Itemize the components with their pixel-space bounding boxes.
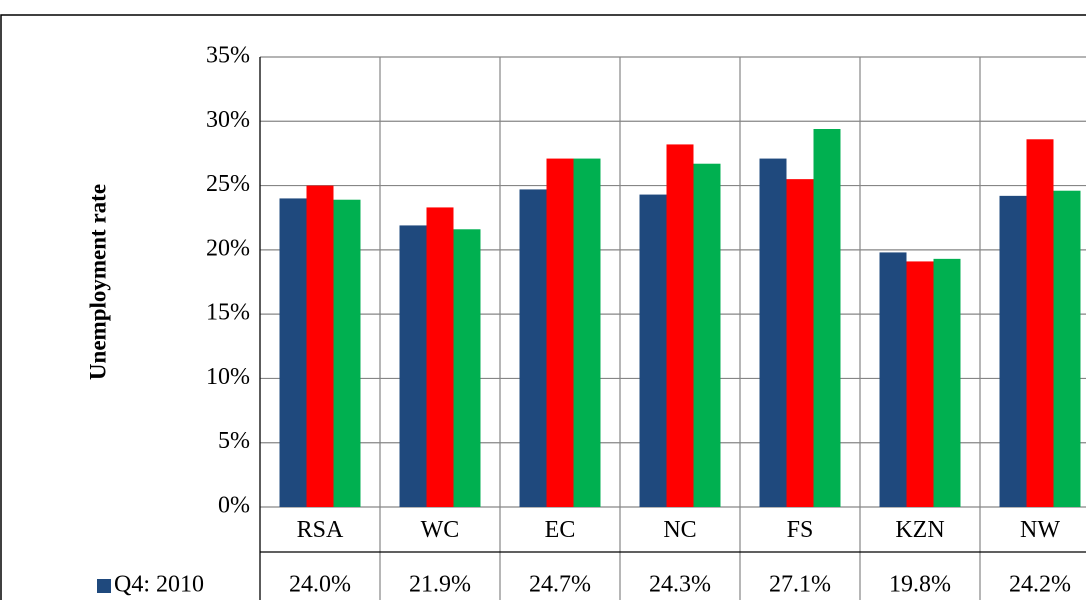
table-value: 27.1% (769, 572, 831, 598)
x-tick-label: FS (787, 517, 814, 543)
bar (399, 225, 427, 507)
bar (453, 229, 481, 508)
y-tick-label: 10% (206, 364, 250, 390)
y-tick-label: 25% (206, 171, 250, 197)
legend-label: Q4: 2010 (114, 572, 204, 598)
bar (639, 194, 667, 508)
bar (999, 195, 1027, 507)
bar (933, 258, 961, 507)
table-value: 24.3% (649, 572, 711, 598)
table-value: 21.9% (409, 572, 471, 598)
bar (333, 199, 361, 507)
x-tick-label: RSA (297, 517, 344, 543)
bar (813, 129, 841, 507)
bar (786, 179, 814, 507)
y-axis-title: Unemployment rate (85, 184, 110, 380)
bar (426, 207, 454, 507)
y-tick-label: 35% (206, 43, 250, 69)
bar (1053, 190, 1081, 507)
bar (519, 189, 547, 507)
table-value: 24.7% (529, 572, 591, 598)
x-tick-label: NC (663, 517, 696, 543)
legend-swatch (97, 579, 111, 593)
table-value: 24.2% (1009, 572, 1071, 598)
y-tick-label: 20% (206, 235, 250, 261)
bar (306, 185, 334, 508)
bar (573, 158, 601, 508)
bar (693, 163, 721, 507)
y-tick-label: 5% (218, 428, 250, 454)
table-value: 19.8% (889, 572, 951, 598)
table-value: 24.0% (289, 572, 351, 598)
x-tick-label: WC (421, 517, 460, 543)
x-tick-label: KZN (895, 517, 944, 543)
bar (666, 144, 694, 507)
bar (279, 198, 307, 507)
bar (759, 158, 787, 508)
y-tick-label: 15% (206, 300, 250, 326)
x-tick-label: NW (1020, 517, 1060, 543)
chart-frame (0, 14, 1086, 600)
y-tick-label: 0% (218, 493, 250, 519)
bar (546, 158, 574, 508)
bar (1026, 139, 1054, 508)
bar (879, 252, 907, 507)
bar (906, 261, 934, 507)
y-tick-label: 30% (206, 107, 250, 133)
x-tick-label: EC (545, 517, 576, 543)
